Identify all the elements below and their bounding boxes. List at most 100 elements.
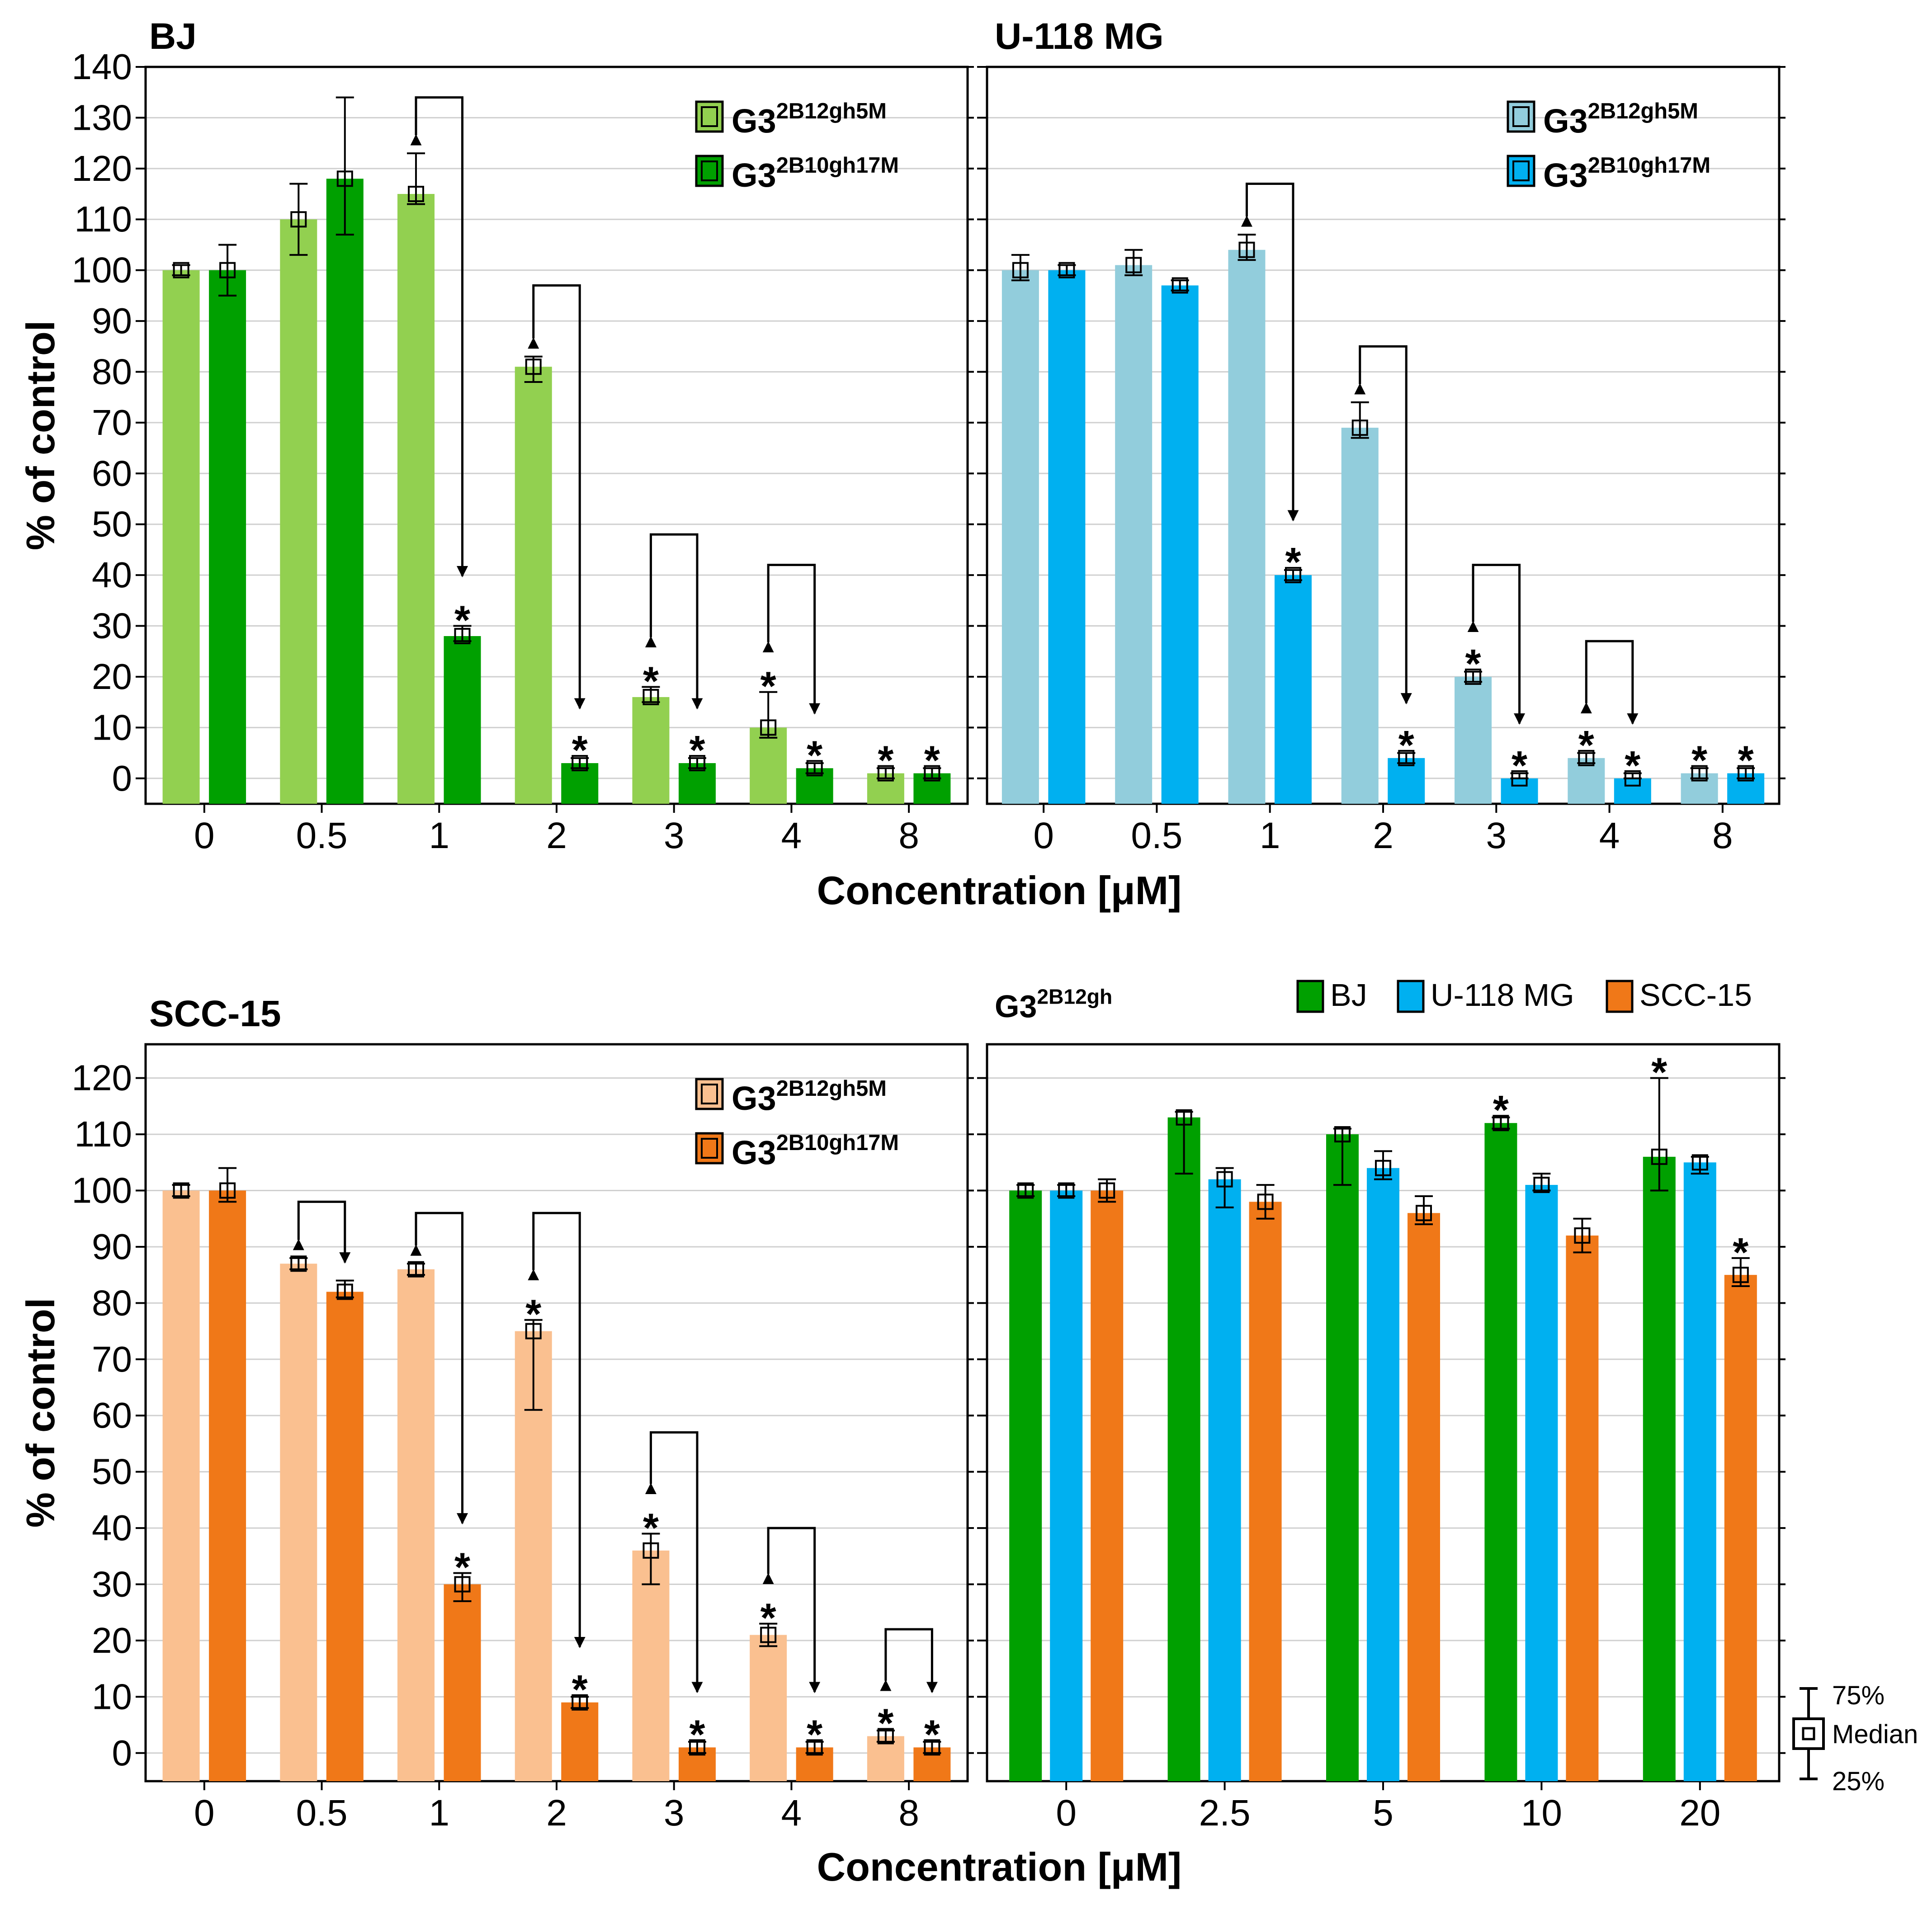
y-tick-label: 30	[92, 1564, 132, 1604]
bar	[1001, 270, 1039, 804]
legend-swatch	[1507, 155, 1535, 187]
median-marker	[1012, 262, 1029, 278]
significance-star: *	[878, 1701, 893, 1746]
legend-label-sup: 2B12gh5M	[776, 99, 887, 123]
significance-star: *	[643, 659, 659, 704]
x-tick-label: 10	[1521, 1792, 1562, 1834]
y-axis-label: % of control	[18, 1298, 63, 1528]
bar	[1614, 778, 1651, 804]
median-marker	[1416, 1205, 1432, 1221]
legend-label: G32B12gh5M	[1543, 99, 1698, 140]
y-tick-label: 80	[92, 1283, 132, 1323]
significance-star: *	[689, 1712, 705, 1757]
median-marker	[1176, 1109, 1192, 1126]
y-tick-label: 140	[72, 47, 132, 87]
y-tick-label: 40	[92, 555, 132, 595]
chart-u118: 0 0.5 1 2 3 4 8U-118 MG** *** * * *G32B12gh5MG32B1…	[977, 16, 1786, 856]
y-tick-label: 90	[92, 301, 132, 341]
median-marker	[173, 1182, 189, 1199]
x-tick-label: 1	[1260, 815, 1280, 856]
significance-star: *	[1285, 540, 1301, 585]
x-tick-label: 4	[781, 815, 802, 856]
bar	[1249, 1202, 1282, 1781]
bar	[1167, 1117, 1200, 1781]
significance-star: *	[572, 728, 588, 773]
y-tick-label: 0	[112, 758, 132, 798]
median-marker	[1533, 1177, 1550, 1193]
median-marker	[1017, 1182, 1034, 1199]
chart-title: SCC-15	[149, 993, 281, 1034]
legend: G32B12gh5M G32B10gh17M	[695, 99, 899, 194]
median-marker	[1511, 770, 1528, 787]
x-tick-label: 8	[898, 815, 919, 856]
significance-star: *	[761, 1596, 776, 1641]
legend-swatch	[1507, 100, 1535, 133]
bar	[1274, 575, 1312, 804]
median-marker	[1651, 1148, 1667, 1165]
significance-star: *	[1512, 743, 1527, 788]
x-axis-label-bottom: Concentration [μM]	[817, 1844, 1182, 1889]
comparison-bracket	[1354, 345, 1412, 705]
significance-star: *	[1733, 1230, 1748, 1275]
median-marker	[1574, 1227, 1591, 1244]
x-tick-label: 2	[546, 1792, 567, 1834]
comparison-bracket	[1580, 640, 1639, 725]
y-tick-label: 100	[72, 250, 132, 290]
y-tick-label: 60	[92, 1395, 132, 1435]
bar	[209, 270, 246, 804]
bar	[1683, 1162, 1716, 1781]
chart-title-base: G3	[995, 989, 1037, 1024]
y-tick-label: 40	[92, 1508, 132, 1548]
legend: G32B12gh5M G32B10gh17M	[695, 1076, 899, 1171]
y-tick-label: 120	[72, 1058, 132, 1098]
significance-star: *	[878, 738, 893, 783]
median-marker	[572, 755, 588, 772]
y-tick-label: 30	[92, 606, 132, 646]
significance-star: *	[572, 1667, 588, 1712]
x-tick-label: 3	[1486, 815, 1507, 856]
legend: BJ U-118 MG SCC-15	[1296, 977, 1752, 1013]
bar	[561, 1702, 599, 1781]
x-tick-label: 8	[898, 1792, 919, 1834]
significance-star: *	[643, 1506, 659, 1551]
median-marker	[877, 765, 894, 782]
median-marker	[1125, 257, 1142, 274]
x-tick-label: 1	[429, 815, 449, 856]
x-tick-label: 0.5	[1131, 815, 1182, 856]
x-tick-label: 4	[1599, 815, 1620, 856]
bar	[326, 1292, 364, 1781]
median-marker	[1493, 1115, 1509, 1132]
x-tick-label: 20	[1679, 1792, 1720, 1834]
median-marker	[1257, 1193, 1274, 1210]
bar	[1501, 778, 1538, 804]
x-tick-label: 1	[429, 1792, 449, 1834]
bar	[1208, 1179, 1241, 1781]
legend-label: SCC-15	[1639, 977, 1752, 1013]
x-tick-label: 0.5	[296, 1792, 348, 1834]
bar	[1050, 1190, 1083, 1781]
comparison-bracket	[410, 96, 468, 578]
legend-label-base: G3	[732, 102, 776, 140]
comparison-bracket	[410, 1212, 468, 1525]
bar	[515, 367, 552, 804]
legend-label: G32B10gh17M	[732, 153, 899, 194]
median-marker	[336, 1283, 353, 1300]
x-tick-label: 0.5	[296, 815, 348, 856]
median-marker	[290, 211, 307, 228]
legend-label: G32B10gh17M	[1543, 153, 1710, 194]
median-marker	[1099, 1182, 1115, 1199]
legend-label-sup: 2B10gh17M	[776, 153, 899, 178]
y-tick-label: 110	[74, 199, 132, 239]
bar	[326, 179, 364, 804]
median-marker	[689, 1739, 705, 1756]
y-tick-label: 60	[92, 453, 132, 493]
legend-label: G32B12gh5M	[732, 1076, 887, 1117]
legend-label-sup: 2B10gh17M	[776, 1131, 899, 1155]
median-marker	[219, 262, 236, 278]
comparison-bracket	[880, 1628, 938, 1693]
legend-label: G32B10gh17M	[732, 1131, 899, 1171]
median-marker	[1398, 750, 1415, 766]
median-marker	[1216, 1171, 1233, 1188]
y-tick-label: 110	[74, 1114, 132, 1154]
